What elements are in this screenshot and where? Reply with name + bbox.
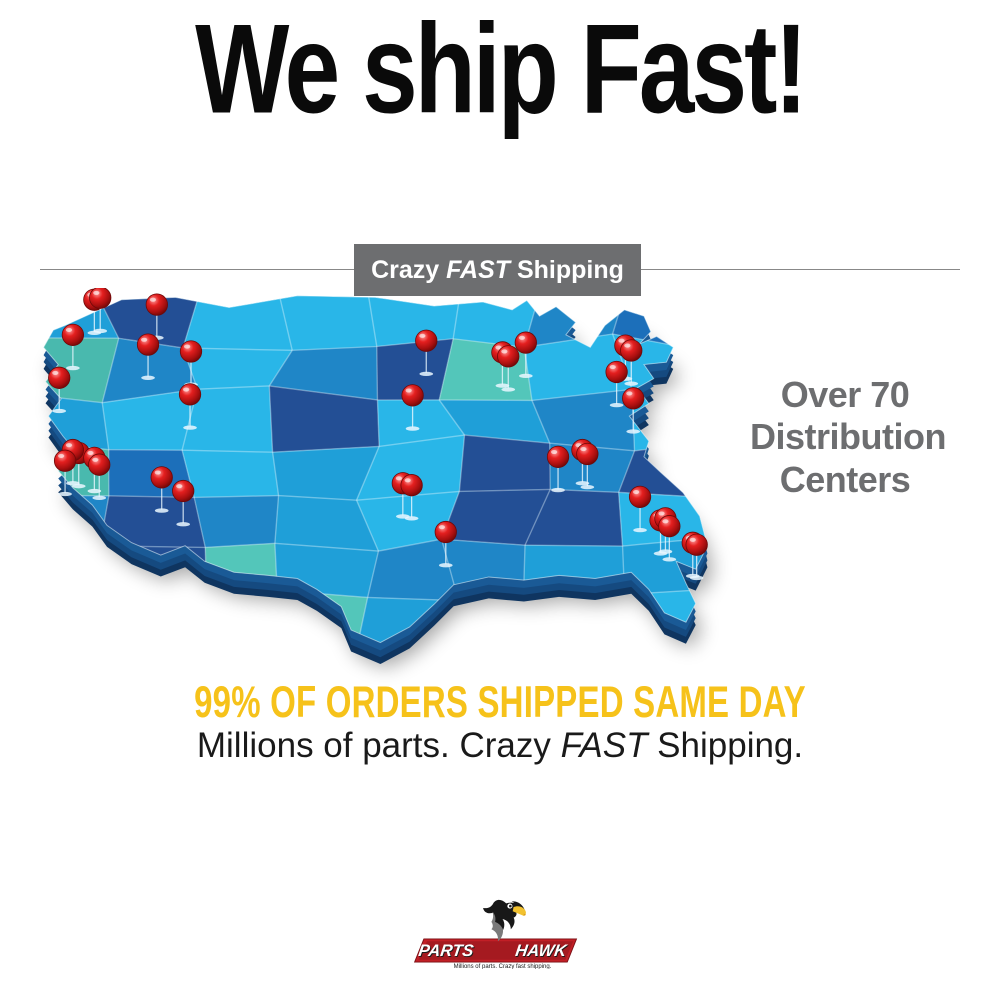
svg-text:PARTS: PARTS [417,941,475,960]
svg-text:Millions of parts. Crazy fast: Millions of parts. Crazy fast shipping. [454,964,552,969]
svg-text:HAWK: HAWK [514,941,569,960]
